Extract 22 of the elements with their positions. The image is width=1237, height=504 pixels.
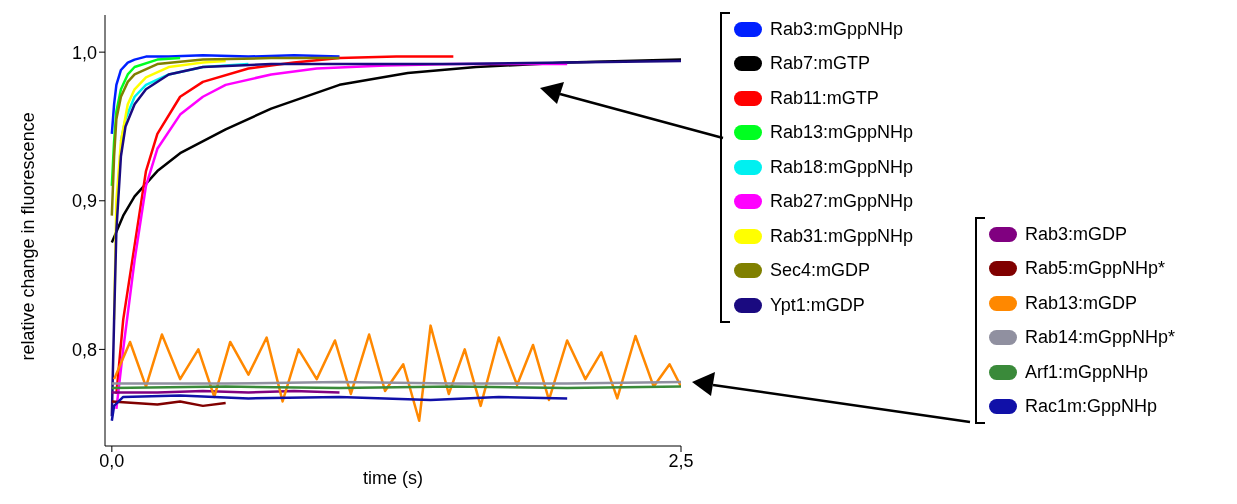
x-tick-label: 0,0 bbox=[99, 450, 125, 471]
legend-label: Rab5:mGppNHp* bbox=[1025, 258, 1166, 280]
y-tick-label: 1,0 bbox=[71, 42, 97, 63]
legend-label: Rab3:mGppNHp bbox=[770, 18, 904, 40]
y-tick-label: 0,8 bbox=[71, 339, 97, 360]
legend-label: Rab13:mGppNHp bbox=[770, 122, 914, 144]
legend-label: Rab3:mGDP bbox=[1025, 223, 1128, 245]
legend-label: Rab11:mGTP bbox=[770, 87, 879, 109]
x-axis-title: time (s) bbox=[363, 468, 423, 488]
legend-label: Sec4:mGDP bbox=[770, 260, 871, 282]
legend-label: Arf1:mGppNHp bbox=[1025, 361, 1149, 383]
y-tick-label: 0,9 bbox=[71, 191, 97, 212]
legend-label: Rab14:mGppNHp* bbox=[1025, 327, 1176, 349]
legend-label: Rab7:mGTP bbox=[770, 53, 871, 75]
legend-label: Rab27:mGppNHp bbox=[770, 191, 914, 213]
legend-label: Rab13:mGDP bbox=[1025, 292, 1138, 314]
legend-label: Ypt1:mGDP bbox=[770, 294, 865, 316]
y-axis-title: relative change in fluorescence bbox=[18, 112, 39, 361]
legend-label: Rab31:mGppNHp bbox=[770, 225, 914, 247]
x-tick-label: 2,5 bbox=[668, 450, 694, 471]
legend-label: Rab18:mGppNHp bbox=[770, 156, 914, 178]
legend-label: Rac1m:GppNHp bbox=[1025, 396, 1158, 418]
